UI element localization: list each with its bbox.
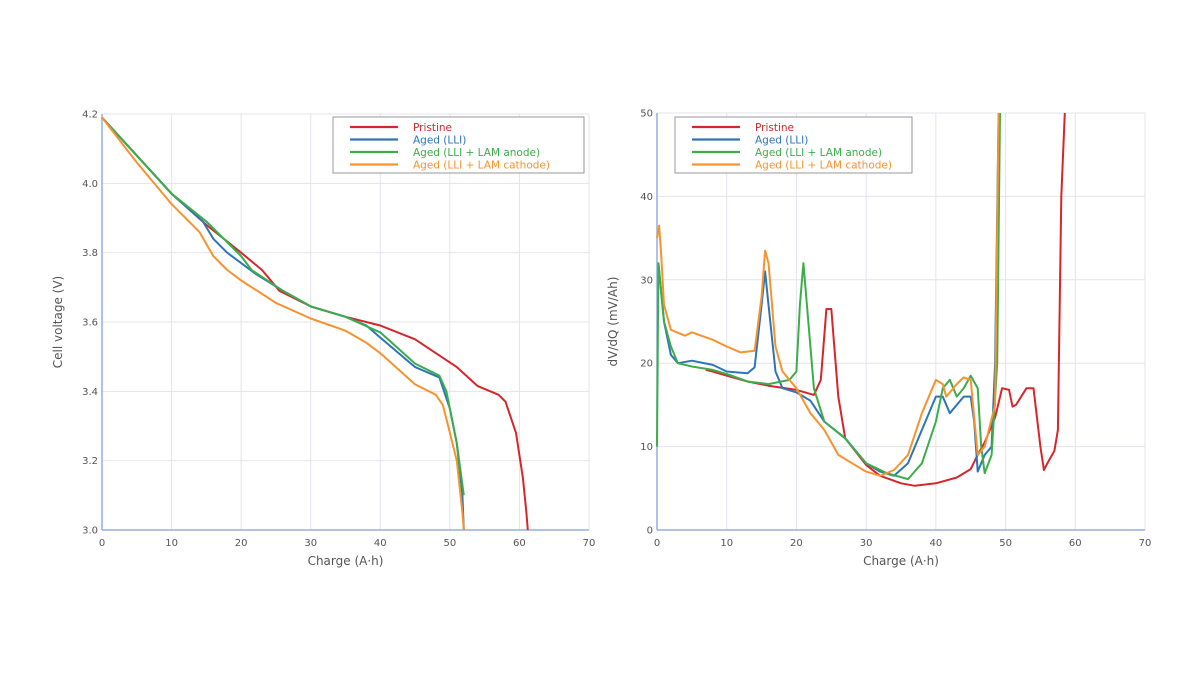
y-tick-label: 3.2 — [82, 456, 98, 467]
y-tick-label: 3.4 — [82, 387, 98, 398]
y-tick-label: 40 — [640, 192, 653, 203]
y-tick-label: 30 — [640, 275, 653, 286]
x-tick-label: 70 — [1139, 538, 1152, 549]
x-tick-label: 70 — [583, 538, 596, 549]
series-line-pristine — [101, 116, 529, 531]
x-tick-label: 20 — [235, 538, 248, 549]
x-tick-label: 10 — [720, 538, 733, 549]
series-line-aged-lli-lam-cathode- — [101, 116, 465, 531]
legend-label: Aged (LLI) — [413, 135, 466, 147]
legend-label: Aged (LLI) — [755, 135, 808, 147]
y-tick-label: 0 — [647, 526, 653, 537]
series-line-aged-lli-lam-anode- — [656, 112, 1001, 481]
x-tick-label: 60 — [513, 538, 526, 549]
x-tick-label: 40 — [374, 538, 387, 549]
legend-label: Pristine — [755, 122, 794, 134]
x-tick-label: 0 — [654, 538, 660, 549]
series-line-aged-lli-lam-cathode- — [656, 112, 1000, 477]
x-axis-label: Charge (A·h) — [308, 554, 384, 568]
y-tick-label: 3.8 — [82, 248, 98, 259]
y-tick-label: 4.0 — [82, 179, 98, 190]
legend-label: Aged (LLI + LAM anode) — [413, 147, 540, 159]
x-tick-label: 50 — [443, 538, 456, 549]
x-tick-label: 40 — [929, 538, 942, 549]
series-line-pristine — [705, 112, 1066, 487]
y-axis-label: dV/dQ (mV/Ah) — [606, 277, 620, 367]
x-axis-label: Charge (A·h) — [863, 554, 939, 568]
y-tick-label: 20 — [640, 359, 653, 370]
x-tick-label: 10 — [165, 538, 178, 549]
x-tick-label: 50 — [999, 538, 1012, 549]
legend-label: Aged (LLI + LAM cathode) — [413, 160, 550, 172]
chart-1: 0 10 20 30 40 50 60 70 3.0 3.2 3.4 3.6 3.8 4.0 4.2 Char… — [51, 110, 595, 569]
x-tick-label: 60 — [1069, 538, 1082, 549]
series-line-aged-lli-lam-anode- — [101, 116, 465, 496]
x-tick-label: 30 — [304, 538, 317, 549]
series-line-aged-lli- — [101, 116, 465, 531]
y-tick-label: 4.2 — [82, 110, 98, 121]
legend-label: Aged (LLI + LAM cathode) — [755, 160, 892, 172]
y-tick-label: 10 — [640, 442, 653, 453]
y-tick-label: 3.6 — [82, 318, 98, 329]
y-axis-label: Cell voltage (V) — [51, 276, 65, 368]
legend-label: Pristine — [413, 122, 452, 134]
y-tick-label: 3.0 — [82, 526, 98, 537]
x-tick-label: 30 — [860, 538, 873, 549]
legend-label: Aged (LLI + LAM anode) — [755, 147, 882, 159]
y-tick-label: 50 — [640, 109, 653, 120]
x-tick-label: 20 — [790, 538, 803, 549]
chart-2: 0 10 20 30 40 50 60 70 0 10 20 30 40 50 Charge (A·h) dV… — [606, 109, 1151, 569]
x-tick-label: 0 — [99, 538, 105, 549]
